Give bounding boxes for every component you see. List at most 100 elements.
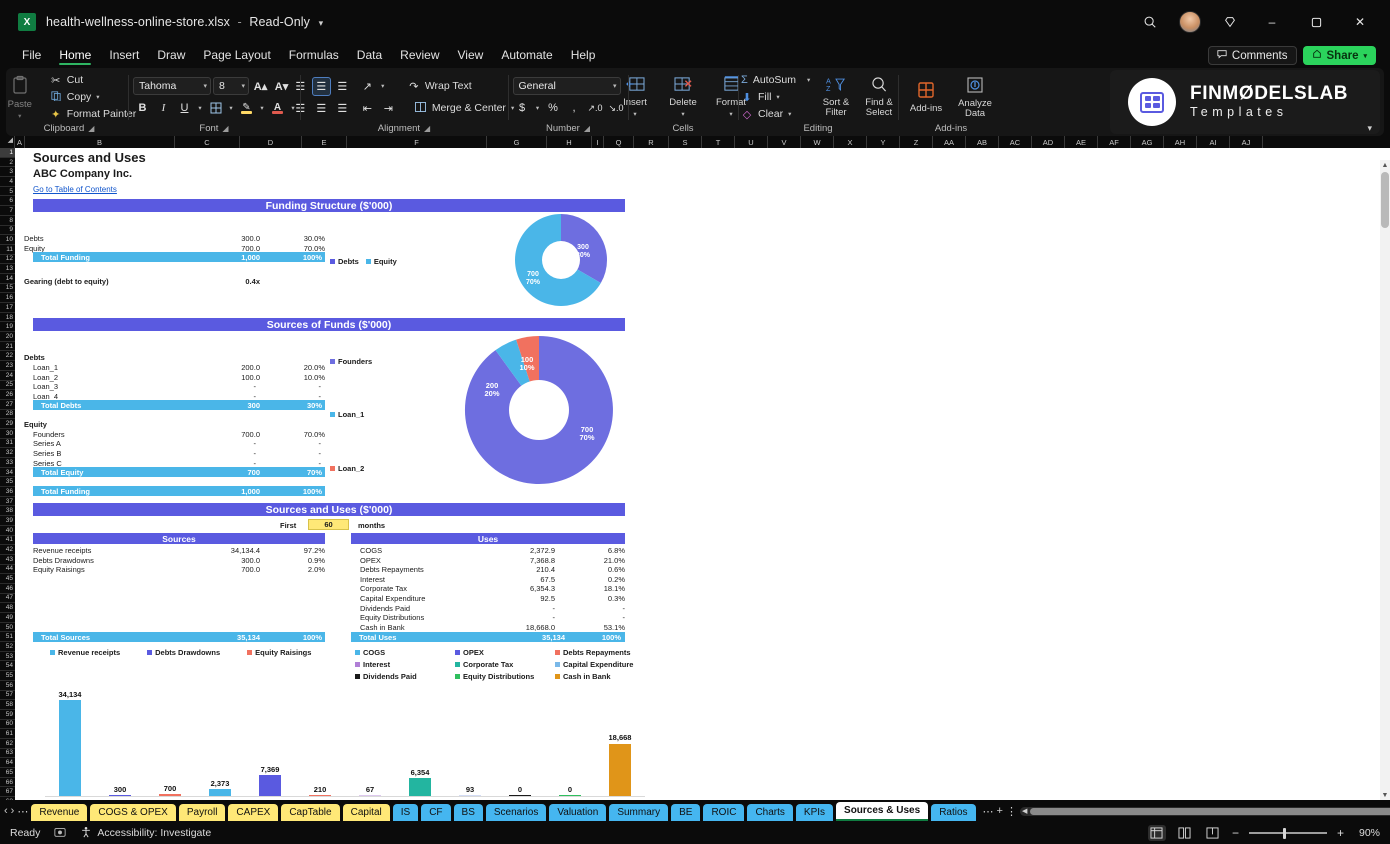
chevron-down-icon[interactable]: ▾ — [96, 94, 100, 101]
sheet-tab-captable[interactable]: CapTable — [281, 803, 340, 821]
row-header-25[interactable]: 25 — [0, 381, 15, 391]
row-header-23[interactable]: 23 — [0, 361, 15, 371]
underline-button[interactable]: U — [180, 102, 189, 114]
tab-draw[interactable]: Draw — [157, 48, 186, 62]
row-header-35[interactable]: 35 — [0, 477, 15, 488]
number-format-select[interactable]: General ▾ — [512, 76, 621, 95]
tab-review[interactable]: Review — [400, 48, 440, 62]
bar-capital-expenditure[interactable] — [459, 794, 481, 796]
scroll-left-icon[interactable]: ◀ — [1021, 808, 1028, 815]
column-header-ac[interactable]: AC — [999, 136, 1032, 148]
paste-button[interactable]: Paste ▾ — [6, 73, 43, 121]
font-name-input[interactable]: Tahoma ▾ — [133, 77, 211, 95]
row-header-11[interactable]: 11 — [0, 245, 15, 255]
chevron-down-icon[interactable]: ▾ — [291, 105, 295, 112]
tab-home[interactable]: Home — [51, 46, 99, 66]
months-input[interactable]: 60 — [308, 519, 349, 530]
select-all-corner[interactable]: ◢ — [0, 136, 15, 148]
bar-corporate-tax[interactable] — [409, 778, 431, 796]
tab-help[interactable]: Help — [570, 48, 596, 62]
bar-revenue-receipts[interactable] — [59, 700, 81, 796]
find-select-button[interactable]: Find & Select — [858, 73, 900, 121]
column-header-s[interactable]: S — [669, 136, 702, 148]
row-header-6[interactable]: 6 — [0, 196, 15, 207]
sources-uses-bar-chart[interactable]: 34,134 300 700 2,373 7,369 210 67 6,354 93 0 0 18,6… — [45, 678, 645, 800]
chevron-down-icon[interactable]: ▾ — [510, 105, 515, 112]
prev-sheet-icon[interactable]: ‹ — [4, 805, 8, 817]
dialog-launcher-icon[interactable]: ◢ — [222, 124, 229, 133]
column-header-f[interactable]: F — [347, 136, 487, 148]
column-header-q[interactable]: Q — [604, 136, 634, 148]
sheet-tab-summary[interactable]: Summary — [609, 803, 669, 821]
bar-debts-drawdowns[interactable] — [109, 794, 131, 796]
row-header-49[interactable]: 49 — [0, 613, 15, 623]
chevron-down-icon[interactable]: ▾ — [381, 83, 385, 90]
row-header-58[interactable]: 58 — [0, 700, 15, 710]
comments-button[interactable]: Comments — [1207, 46, 1297, 65]
comma-format-button[interactable]: , — [572, 102, 576, 114]
row-header-7[interactable]: 7 — [0, 206, 15, 216]
bar-dividends-paid[interactable] — [509, 794, 531, 796]
row-header-2[interactable]: 2 — [0, 158, 15, 168]
font-color-icon[interactable]: A — [272, 101, 283, 114]
document-title[interactable]: health-wellness-online-store.xlsx - Read… — [46, 15, 323, 29]
tab-page-layout[interactable]: Page Layout — [203, 48, 271, 62]
sheet-tab-be[interactable]: BE — [671, 803, 701, 821]
format-painter-button[interactable]: ✦ Format Painter — [45, 106, 141, 122]
currency-format-button[interactable]: $ — [518, 102, 526, 114]
row-header-27[interactable]: 27 — [0, 400, 15, 410]
copy-button[interactable]: Copy ▾ — [45, 89, 141, 105]
scroll-up-icon[interactable]: ▲ — [1381, 161, 1389, 169]
accessibility-status[interactable]: Accessibility: Investigate — [80, 826, 211, 841]
bold-button[interactable]: B — [138, 102, 147, 114]
bar-equity-distributions[interactable] — [559, 794, 581, 796]
vertical-scroll-thumb[interactable] — [1381, 172, 1389, 228]
align-left-icon[interactable]: ☰ — [295, 102, 306, 115]
row-header-54[interactable]: 54 — [0, 661, 15, 672]
next-sheet-icon[interactable]: › — [10, 805, 15, 817]
align-right-icon[interactable]: ☰ — [337, 102, 348, 115]
sheet-tab-kpis[interactable]: KPIs — [795, 803, 834, 821]
chevron-down-icon[interactable]: ▾ — [807, 77, 811, 84]
chevron-down-icon[interactable]: ▾ — [229, 105, 233, 112]
row-header-21[interactable]: 21 — [0, 342, 15, 352]
column-header-ag[interactable]: AG — [1131, 136, 1164, 148]
sheet-overflow-icon[interactable]: ⋯ — [982, 805, 994, 818]
sheet-tab-roic[interactable]: ROIC — [703, 803, 745, 821]
column-header-e[interactable]: E — [302, 136, 347, 148]
row-header-26[interactable]: 26 — [0, 390, 15, 400]
bar-interest[interactable] — [359, 794, 381, 796]
decrease-decimal-icon[interactable]: ↘.0 — [608, 102, 624, 113]
row-header-32[interactable]: 32 — [0, 448, 15, 458]
row-header-65[interactable]: 65 — [0, 768, 15, 778]
row-header-43[interactable]: 43 — [0, 555, 15, 565]
row-header-22[interactable]: 22 — [0, 351, 15, 362]
align-center-icon[interactable]: ☰ — [316, 102, 327, 115]
row-header-48[interactable]: 48 — [0, 603, 15, 613]
row-header-52[interactable]: 52 — [0, 642, 15, 652]
clear-button[interactable]: ◇ Clear ▾ — [736, 106, 814, 122]
column-header-v[interactable]: V — [768, 136, 801, 148]
row-header-29[interactable]: 29 — [0, 419, 15, 429]
column-header-af[interactable]: AF — [1098, 136, 1131, 148]
font-size-input[interactable]: 8 ▾ — [213, 77, 249, 95]
toc-link[interactable]: Go to Table of Contents — [33, 185, 117, 194]
sheet-tab-capital[interactable]: Capital — [342, 803, 390, 821]
chevron-down-icon[interactable]: ▾ — [535, 105, 540, 112]
sheet-tab-payroll[interactable]: Payroll — [178, 803, 226, 821]
fill-button[interactable]: ⬇ Fill ▾ — [736, 89, 814, 105]
row-header-36[interactable]: 36 — [0, 487, 15, 497]
fill-color-icon[interactable]: ✎ — [241, 101, 252, 114]
row-header-17[interactable]: 17 — [0, 303, 15, 313]
row-header-67[interactable]: 67 — [0, 787, 15, 798]
sheet-tab-scenarios[interactable]: Scenarios — [485, 803, 547, 821]
row-header-12[interactable]: 12 — [0, 255, 15, 265]
column-header-r[interactable]: R — [634, 136, 669, 148]
bar-opex[interactable] — [259, 775, 281, 796]
funding-structure-donut-chart[interactable]: 300 30% 700 70% — [485, 208, 640, 318]
close-button[interactable]: ✕ — [1354, 15, 1366, 29]
row-header-39[interactable]: 39 — [0, 516, 15, 526]
analyze-data-button[interactable]: Analyze Data — [951, 73, 999, 121]
percent-format-button[interactable]: % — [548, 102, 558, 114]
row-header-4[interactable]: 4 — [0, 177, 15, 187]
